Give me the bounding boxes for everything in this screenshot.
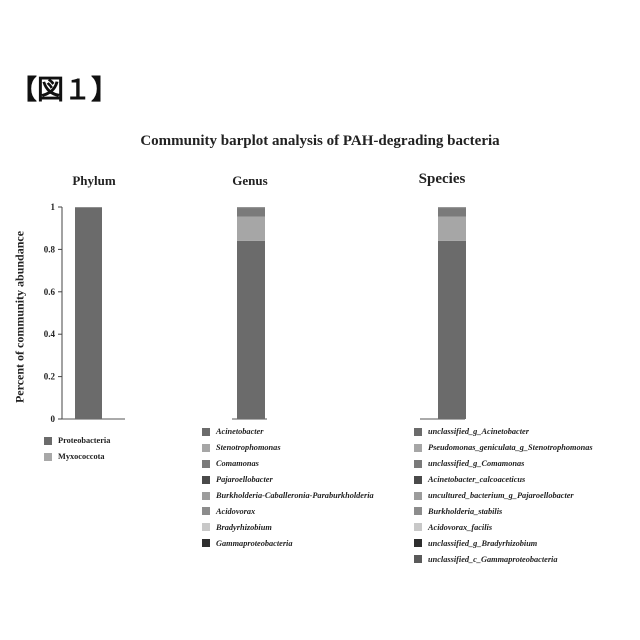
legend-item: Bradyrhizobium [202, 519, 374, 535]
legend-label: Acinetobacter [216, 427, 263, 436]
legend-swatch [44, 437, 52, 445]
legend-item: Pajaroellobacter [202, 472, 374, 488]
legend-swatch [202, 428, 210, 436]
y-tick-label-3: 0.6 [44, 287, 56, 297]
legend-genus: Acinetobacter Stenotrophomonas Comamonas Pa… [202, 424, 374, 551]
legend-item: Pseudomonas_geniculata_g_Stenotrophomona… [414, 440, 593, 456]
legend-label: Stenotrophomonas [216, 443, 281, 452]
y-tick-label-0: 0 [51, 414, 56, 424]
legend-label: Burkholderia-Caballeronia-Paraburkholder… [216, 491, 374, 500]
legend-item: Burkholderia_stabilis [414, 503, 593, 519]
legend-item: Acidovorax_facilis [414, 519, 593, 535]
legend-item: Gammaproteobacteria [202, 535, 374, 551]
legend-label: Acidovorax_facilis [428, 523, 492, 532]
legend-label: Acidovorax [216, 507, 255, 516]
legend-label: Myxococcota [58, 452, 105, 461]
legend-item: unclassified_c_Gammaproteobacteria [414, 551, 593, 567]
legend-label: Burkholderia_stabilis [428, 507, 502, 516]
legend-swatch [202, 492, 210, 500]
legend-swatch [414, 476, 422, 484]
legend-phylum: Proteobacteria Myxococcota [44, 433, 110, 465]
legend-item: Comamonas [202, 456, 374, 472]
legend-swatch [414, 444, 422, 452]
legend-label: Bradyrhizobium [216, 523, 272, 532]
legend-item: uncultured_bacterium_g_Pajaroellobacter [414, 488, 593, 504]
bar-segment-1-1 [237, 217, 265, 241]
legend-label: Pseudomonas_geniculata_g_Stenotrophomona… [428, 443, 593, 452]
y-tick-label-5: 1 [51, 202, 56, 212]
bar-segment-1-0 [237, 241, 265, 419]
legend-item: Myxococcota [44, 449, 110, 465]
y-tick-label-1: 0.2 [44, 372, 56, 382]
legend-item: Proteobacteria [44, 433, 110, 449]
legend-label: Comamonas [216, 459, 259, 468]
legend-item: Burkholderia-Caballeronia-Paraburkholder… [202, 488, 374, 504]
legend-label: unclassified_g_Comamonas [428, 459, 524, 468]
legend-label: unclassified_g_Acinetobacter [428, 427, 529, 436]
legend-item: unclassified_g_Acinetobacter [414, 424, 593, 440]
legend-swatch [202, 539, 210, 547]
y-tick-label-4: 0.8 [44, 244, 56, 254]
legend-item: Acinetobacter [202, 424, 374, 440]
legend-swatch [202, 444, 210, 452]
legend-swatch [202, 523, 210, 531]
legend-swatch [44, 453, 52, 461]
legend-label: Proteobacteria [58, 436, 110, 445]
legend-label: unclassified_c_Gammaproteobacteria [428, 555, 558, 564]
legend-item: unclassified_g_Comamonas [414, 456, 593, 472]
legend-swatch [414, 539, 422, 547]
legend-swatch [414, 523, 422, 531]
bar-segment-2-2 [438, 208, 466, 216]
legend-label: Acinetobacter_calcoaceticus [428, 475, 525, 484]
legend-swatch [414, 555, 422, 563]
bar-segment-0-0 [75, 207, 102, 419]
legend-swatch [202, 460, 210, 468]
legend-item: Acinetobacter_calcoaceticus [414, 472, 593, 488]
legend-label: uncultured_bacterium_g_Pajaroellobacter [428, 491, 574, 500]
legend-label: unclassified_g_Bradyrhizobium [428, 539, 537, 548]
legend-swatch [414, 507, 422, 515]
legend-item: Acidovorax [202, 503, 374, 519]
bar-segment-2-1 [438, 217, 466, 241]
legend-swatch [414, 460, 422, 468]
legend-item: unclassified_g_Bradyrhizobium [414, 535, 593, 551]
legend-swatch [202, 507, 210, 515]
legend-swatch [414, 428, 422, 436]
legend-item: Stenotrophomonas [202, 440, 374, 456]
y-tick-label-2: 0.4 [44, 329, 56, 339]
legend-label: Gammaproteobacteria [216, 539, 293, 548]
bar-segment-1-2 [237, 208, 265, 216]
bar-segment-2-0 [438, 241, 466, 419]
legend-swatch [202, 476, 210, 484]
legend-swatch [414, 492, 422, 500]
legend-species: unclassified_g_Acinetobacter Pseudomonas_… [414, 424, 593, 567]
legend-label: Pajaroellobacter [216, 475, 273, 484]
